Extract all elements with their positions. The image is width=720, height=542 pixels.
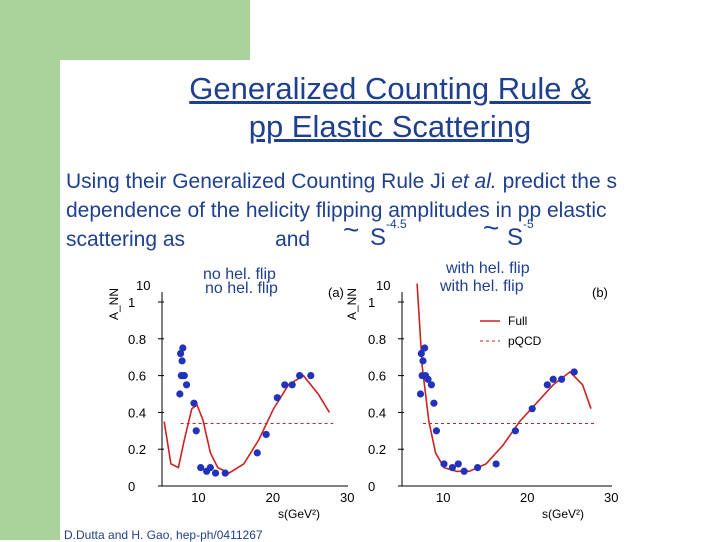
panel-a-data-point bbox=[178, 357, 186, 365]
panel-a-data-point bbox=[190, 399, 198, 407]
panel-b-y-extra-label: 10 bbox=[376, 278, 390, 293]
panel-a-full-curve bbox=[163, 374, 331, 475]
panel-a-y-tick-label: 0.2 bbox=[128, 442, 146, 457]
panel-b-data-point bbox=[549, 375, 557, 383]
panel-a-data-point bbox=[221, 469, 229, 477]
formula-2-base: S bbox=[507, 224, 524, 251]
formula-1: S-4.5 bbox=[370, 217, 407, 252]
panel-b-panel-label: (b) bbox=[592, 285, 608, 300]
panel-b-data-point bbox=[492, 460, 500, 468]
panel-a-data-point bbox=[253, 449, 261, 457]
panel-a-data-point bbox=[176, 390, 184, 398]
body-line-3-start: scattering as bbox=[66, 228, 186, 251]
panel-b-data-point bbox=[528, 405, 536, 413]
panel-b-x-tick-label: 30 bbox=[604, 490, 618, 505]
panel-a-data-point bbox=[296, 372, 304, 380]
panel-b-y-tick-label: 0.2 bbox=[368, 442, 386, 457]
panel-b-data-point bbox=[424, 375, 432, 383]
panel-a-x-axis-title: s(GeV²) bbox=[278, 507, 320, 521]
panel-a-data-point bbox=[180, 372, 188, 380]
title-line-2: pp Elastic Scattering bbox=[248, 109, 532, 144]
body-line-2: dependence of the helicity flipping ampl… bbox=[66, 199, 607, 222]
panel-b-x-tick-label: 20 bbox=[520, 490, 534, 505]
panel-b-data-point bbox=[427, 381, 435, 389]
formula-2: S-5 bbox=[507, 217, 534, 252]
panel-b-full-curve bbox=[416, 283, 592, 473]
body-line-3-and: and bbox=[275, 228, 311, 251]
panel-a-data-point bbox=[262, 430, 270, 439]
tilde-2: ~ bbox=[483, 212, 500, 243]
tilde-1: ~ bbox=[343, 214, 360, 245]
panel-a-y-tick-label: 0 bbox=[128, 479, 135, 494]
panel-a-x-tick-label: 10 bbox=[191, 490, 205, 505]
title-line-1: Generalized Counting Rule & bbox=[189, 71, 591, 106]
panel-a-data-point bbox=[179, 344, 187, 352]
panel-b-legend-full-label: Full bbox=[508, 314, 527, 328]
panel-b-data-point bbox=[460, 467, 468, 475]
panel-a-data-point bbox=[211, 469, 220, 477]
body-line-1: Using their Generalized Counting Rule Ji… bbox=[66, 167, 716, 196]
panel-a-data-point bbox=[192, 427, 200, 435]
panel-b-y-tick-label: 0.6 bbox=[368, 369, 386, 384]
panel-b-y-tick-label: 0.8 bbox=[368, 332, 386, 347]
panel-b-y-axis-title: A_NN bbox=[345, 288, 359, 320]
accent-top-band bbox=[60, 0, 250, 60]
panel-b-data-point bbox=[432, 427, 441, 435]
panel-b-data-point bbox=[417, 349, 425, 358]
panel-b-data-point bbox=[454, 460, 462, 468]
panel-b-y-tick-label: 1 bbox=[368, 295, 375, 310]
panel-b-data-point bbox=[511, 427, 519, 435]
panel-a-data-point bbox=[197, 464, 205, 472]
panel-b-data-point bbox=[430, 399, 438, 407]
panel-b-data-point bbox=[543, 381, 551, 389]
panel-a-data-point bbox=[281, 381, 289, 389]
panel-b-data-point bbox=[421, 344, 429, 352]
panel-b-data-point bbox=[474, 464, 482, 472]
panel-a-y-tick-label: 0.6 bbox=[128, 369, 146, 384]
citation: D.Dutta and H. Gao, hep-ph/0411267 bbox=[64, 528, 263, 542]
panel-a-x-tick-label: 30 bbox=[340, 490, 354, 505]
right-panel-label-a: with hel. flip bbox=[446, 260, 530, 277]
panel-b-y-tick-label: 0 bbox=[368, 479, 375, 494]
panel-a-panel-label: (a) bbox=[328, 285, 344, 300]
formula-2-exponent: -5 bbox=[523, 217, 534, 231]
body-line-1-end: predict the s bbox=[496, 170, 617, 193]
panel-b-legend-pqcd-label: pQCD bbox=[508, 334, 542, 348]
panel-b-data-point bbox=[440, 460, 448, 468]
panel-a-data-point bbox=[307, 372, 315, 380]
panel-a-data-point bbox=[288, 381, 296, 389]
panel-b-x-axis-title: s(GeV²) bbox=[542, 507, 584, 521]
panel-b-x-tick-label: 10 bbox=[436, 490, 450, 505]
panel-b-data-point bbox=[448, 464, 456, 472]
body-line-3: scattering as and bbox=[66, 225, 716, 254]
right-panel-label-b: with hel. flip bbox=[440, 278, 524, 295]
panel-b-data-point bbox=[416, 390, 425, 398]
body-line-1-start: Using their Generalized Counting Rule Ji bbox=[66, 170, 452, 193]
panel-a-y-tick-label: 1 bbox=[128, 295, 135, 310]
panel-a-y-tick-label: 0.4 bbox=[128, 405, 146, 420]
formula-1-exponent: -4.5 bbox=[386, 217, 407, 231]
panel-b-y-tick-label: 0.4 bbox=[368, 405, 386, 420]
body-line-1-italic: et al. bbox=[451, 170, 497, 193]
left-panel-label-b: no hel. flip bbox=[205, 280, 278, 297]
panel-a-y-tick-label: 0.8 bbox=[128, 332, 146, 347]
panel-a-data-point bbox=[273, 394, 281, 402]
panel-b-data-point bbox=[558, 375, 566, 383]
panel-a-y-extra-label: 10 bbox=[136, 278, 150, 293]
panel-a-y-axis-title: A_NN bbox=[107, 288, 121, 320]
formula-1-base: S bbox=[370, 224, 387, 251]
panel-b-data-point bbox=[570, 368, 578, 376]
panel-a-data-point bbox=[206, 464, 214, 472]
slide-body: Using their Generalized Counting Rule Ji… bbox=[66, 167, 716, 254]
slide-title: Generalized Counting Rule & pp Elastic S… bbox=[100, 70, 680, 146]
panel-a-x-tick-label: 20 bbox=[266, 490, 280, 505]
panel-b-data-point bbox=[419, 357, 427, 365]
panel-a-data-point bbox=[177, 349, 185, 358]
left-panel-label-a: no hel. flip bbox=[203, 266, 276, 283]
panel-a-data-point bbox=[182, 381, 191, 389]
accent-sidebar bbox=[0, 0, 60, 540]
